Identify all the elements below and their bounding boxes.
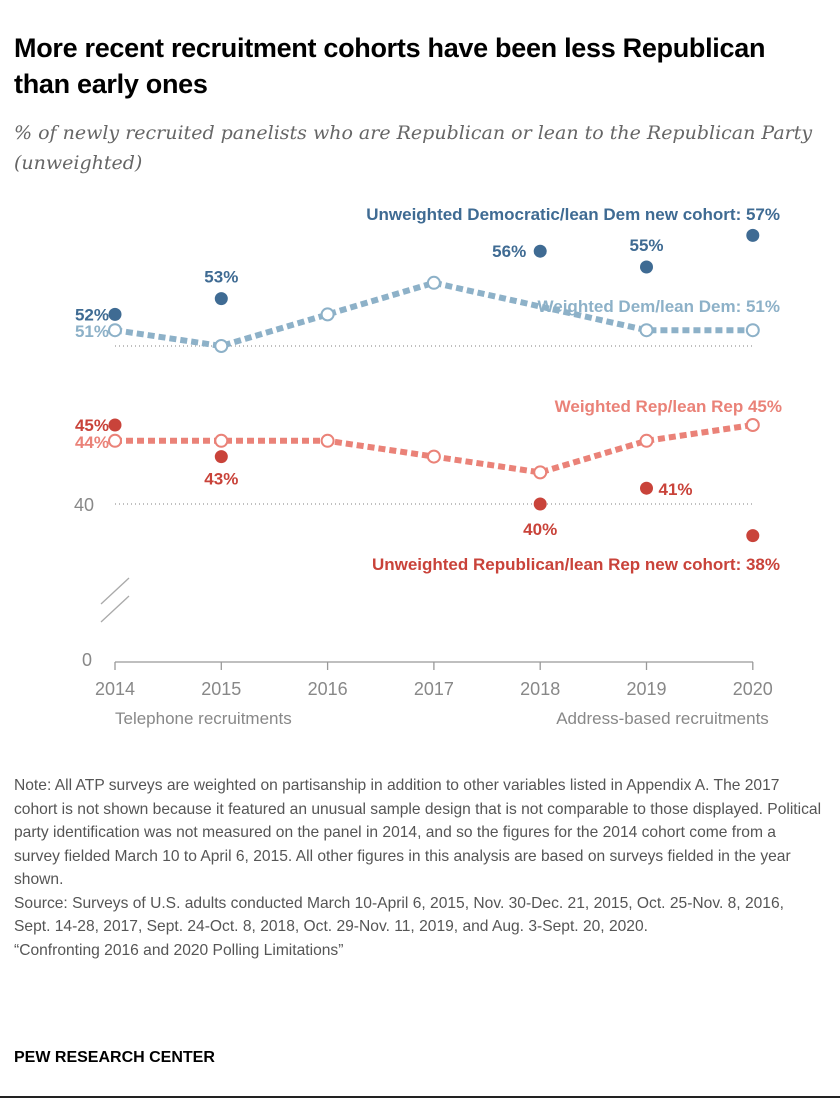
- data-point-open: [320, 433, 335, 448]
- data-label: 43%: [204, 470, 238, 489]
- x-tick-label: 2018: [520, 679, 560, 699]
- axis-break-mark: [100, 577, 130, 605]
- data-label: 56%: [492, 242, 526, 261]
- source-text: Source: Surveys of U.S. adults conducted…: [14, 894, 784, 936]
- data-point-filled: [640, 481, 653, 495]
- data-point-open: [533, 465, 548, 480]
- data-point-open: [426, 275, 441, 290]
- data-label: 40%: [523, 520, 557, 539]
- data-point-open: [745, 418, 760, 432]
- series-label: Unweighted Republican/lean Rep new cohor…: [372, 555, 780, 574]
- data-label: 45%: [75, 416, 109, 435]
- data-point-filled: [214, 292, 228, 306]
- data-point-filled: [108, 418, 122, 432]
- axis-break-mark: [100, 595, 130, 623]
- series-line-1: [114, 279, 753, 350]
- series-label: Weighted Dem/lean Dem: 51%: [538, 297, 780, 316]
- notes: Note: All ATP surveys are weighted on pa…: [14, 774, 824, 962]
- data-point-open: [320, 307, 335, 322]
- series-label: Unweighted Democratic/lean Dem new cohor…: [366, 205, 780, 224]
- data-point-filled: [640, 260, 653, 274]
- x-tick-label: 2016: [308, 679, 348, 699]
- data-label: 55%: [629, 236, 663, 255]
- data-point-open: [214, 339, 229, 353]
- data-label: 52%: [75, 305, 109, 324]
- data-point-open: [214, 433, 229, 448]
- data-point-open: [426, 449, 441, 464]
- data-point-open: [639, 433, 654, 448]
- y-tick-label: 0: [82, 650, 92, 670]
- bottom-rule: [0, 1096, 840, 1098]
- report-title: “Confronting 2016 and 2020 Polling Limit…: [14, 941, 344, 959]
- data-label: 44%: [75, 433, 109, 452]
- data-point-open: [639, 323, 654, 338]
- data-point-filled: [746, 529, 760, 543]
- chart-subtitle: % of newly recruited panelists who are R…: [14, 122, 813, 174]
- chart-title: More recent recruitment cohorts have bee…: [14, 33, 766, 99]
- x-tick-label: 2014: [95, 679, 135, 699]
- data-point-filled: [108, 307, 122, 321]
- data-point-open: [108, 323, 122, 338]
- data-label: 41%: [659, 480, 693, 499]
- x-group-label: Address-based recruitments: [556, 709, 769, 728]
- x-tick-label: 2015: [201, 679, 241, 699]
- data-point-filled: [533, 244, 547, 258]
- series-label: Weighted Rep/lean Rep 45%: [555, 397, 782, 416]
- data-point-filled: [533, 497, 547, 511]
- data-label: 53%: [204, 268, 238, 287]
- x-tick-label: 2017: [414, 679, 454, 699]
- data-point-open: [745, 323, 760, 338]
- data-point-open: [108, 433, 122, 448]
- data-point-filled: [214, 450, 228, 464]
- series-line-2: [115, 422, 754, 476]
- x-group-label: Telephone recruitments: [115, 709, 292, 728]
- brand-logo: PEW RESEARCH CENTER: [14, 1049, 215, 1066]
- x-tick-label: 2019: [626, 679, 666, 699]
- data-point-filled: [746, 228, 760, 242]
- note-text: Note: All ATP surveys are weighted on pa…: [14, 777, 822, 888]
- data-label: 51%: [75, 322, 109, 341]
- x-tick-label: 2020: [733, 679, 773, 699]
- y-tick-label: 40: [74, 495, 94, 515]
